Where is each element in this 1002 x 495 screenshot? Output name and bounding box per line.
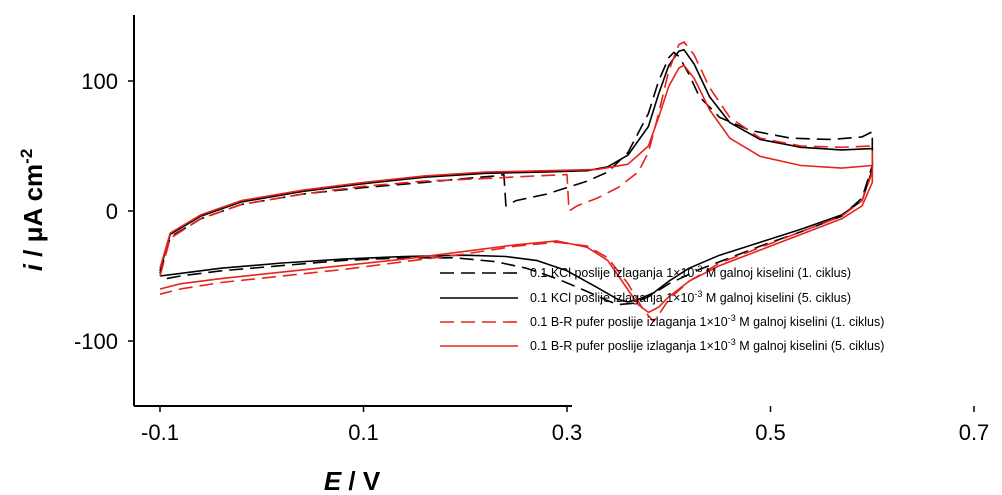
legend-label-1: 0.1 KCl poslije izlaganja 1×10-3 M galno…: [530, 264, 851, 280]
x-axis-title-unit: / V: [341, 466, 381, 495]
series-line-1: [159, 51, 874, 306]
legend-label-text: M galnoj kiselini (1. ciklus): [702, 266, 851, 280]
legend-label-text: M galnoj kiselini (1. ciklus): [736, 315, 885, 329]
y-tick-label: 100: [81, 69, 118, 94]
axis-ticks: -0.1 0.1 0.3 0.5 0.7 -100 0 100: [74, 69, 989, 445]
series-line-3: [159, 41, 874, 323]
legend-label-exponent: -3: [728, 313, 736, 323]
x-tick-label: -0.1: [141, 420, 179, 445]
y-axis-title: i / μA cm-2: [17, 149, 48, 272]
series-group: [159, 41, 874, 323]
y-axis-title-symbol: i: [18, 263, 48, 271]
x-axis-title-symbol: E: [324, 466, 342, 495]
series-line-4: [159, 64, 874, 314]
legend-label-text: M galnoj kiselini (5. ciklus): [736, 339, 885, 353]
x-tick-label: 0.3: [552, 420, 583, 445]
legend-label-exponent: -3: [694, 289, 702, 299]
x-tick-label: 0.1: [348, 420, 379, 445]
y-axis-title-unit: / μA cm: [18, 164, 48, 264]
x-tick-label: 0.7: [959, 420, 990, 445]
legend-label-exponent: -3: [728, 337, 736, 347]
y-tick-label: 0: [106, 199, 118, 224]
legend-label-text: 0.1 KCl poslije izlaganja 1×10: [530, 266, 694, 280]
legend-label-text: 0.1 KCl poslije izlaganja 1×10: [530, 291, 694, 305]
series-line-2: [159, 49, 874, 303]
legend-label-4: 0.1 B-R pufer poslije izlaganja 1×10-3 M…: [530, 337, 884, 353]
x-tick-label: 0.5: [755, 420, 786, 445]
x-axis-title: E / V: [324, 466, 381, 495]
legend: 0.1 KCl poslije izlaganja 1×10-3 M galno…: [440, 264, 884, 353]
legend-label-exponent: -3: [694, 264, 702, 274]
legend-label-2: 0.1 KCl poslije izlaganja 1×10-3 M galno…: [530, 289, 851, 305]
legend-label-text: 0.1 B-R pufer poslije izlaganja 1×10: [530, 339, 728, 353]
legend-label-text: M galnoj kiselini (5. ciklus): [702, 291, 851, 305]
legend-label-text: 0.1 B-R pufer poslije izlaganja 1×10: [530, 315, 728, 329]
legend-label-3: 0.1 B-R pufer poslije izlaganja 1×10-3 M…: [530, 313, 884, 329]
y-axis-title-exponent: -2: [17, 149, 36, 164]
y-tick-label: -100: [74, 329, 118, 354]
